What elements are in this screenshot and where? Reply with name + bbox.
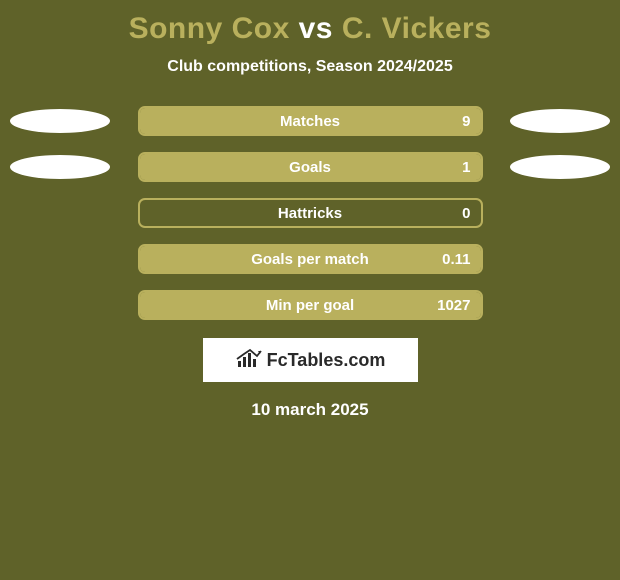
stat-row: Matches 9 [0,106,620,136]
title-player2: C. Vickers [342,12,492,45]
stat-label: Hattricks [278,205,342,222]
chart-icon [235,347,263,374]
stat-bar: Goals 1 [138,152,483,182]
stat-value-right: 1027 [437,297,470,314]
stat-bar: Hattricks 0 [138,198,483,228]
brand-box[interactable]: FcTables.com [203,338,418,382]
stat-value-right: 0 [462,205,470,222]
title-vs: vs [299,12,333,45]
stat-label: Min per goal [266,297,354,314]
subtitle: Club competitions, Season 2024/2025 [0,58,620,76]
ellipse-left [10,155,110,179]
stat-label: Matches [280,113,340,130]
stat-row: Goals 1 [0,152,620,182]
stat-value-right: 9 [462,113,470,130]
stat-bar: Min per goal 1027 [138,290,483,320]
brand-text: FcTables.com [267,350,386,371]
ellipse-right [510,109,610,133]
stat-value-right: 1 [462,159,470,176]
stat-label: Goals [289,159,331,176]
title-player1: Sonny Cox [129,12,290,45]
main-container: Sonny Cox vs C. Vickers Club competition… [0,0,620,432]
date-text: 10 march 2025 [0,400,620,420]
stat-label: Goals per match [251,251,369,268]
stat-bar: Goals per match 0.11 [138,244,483,274]
stats-area: Matches 9 Goals 1 Hattricks 0 Goals per match 0… [0,106,620,320]
stat-bar: Matches 9 [138,106,483,136]
stat-row: Min per goal 1027 [0,290,620,320]
ellipse-right [510,155,610,179]
stat-row: Goals per match 0.11 [0,244,620,274]
ellipse-left [10,109,110,133]
stat-row: Hattricks 0 [0,198,620,228]
stat-value-right: 0.11 [442,251,470,268]
page-title: Sonny Cox vs C. Vickers [0,12,620,46]
